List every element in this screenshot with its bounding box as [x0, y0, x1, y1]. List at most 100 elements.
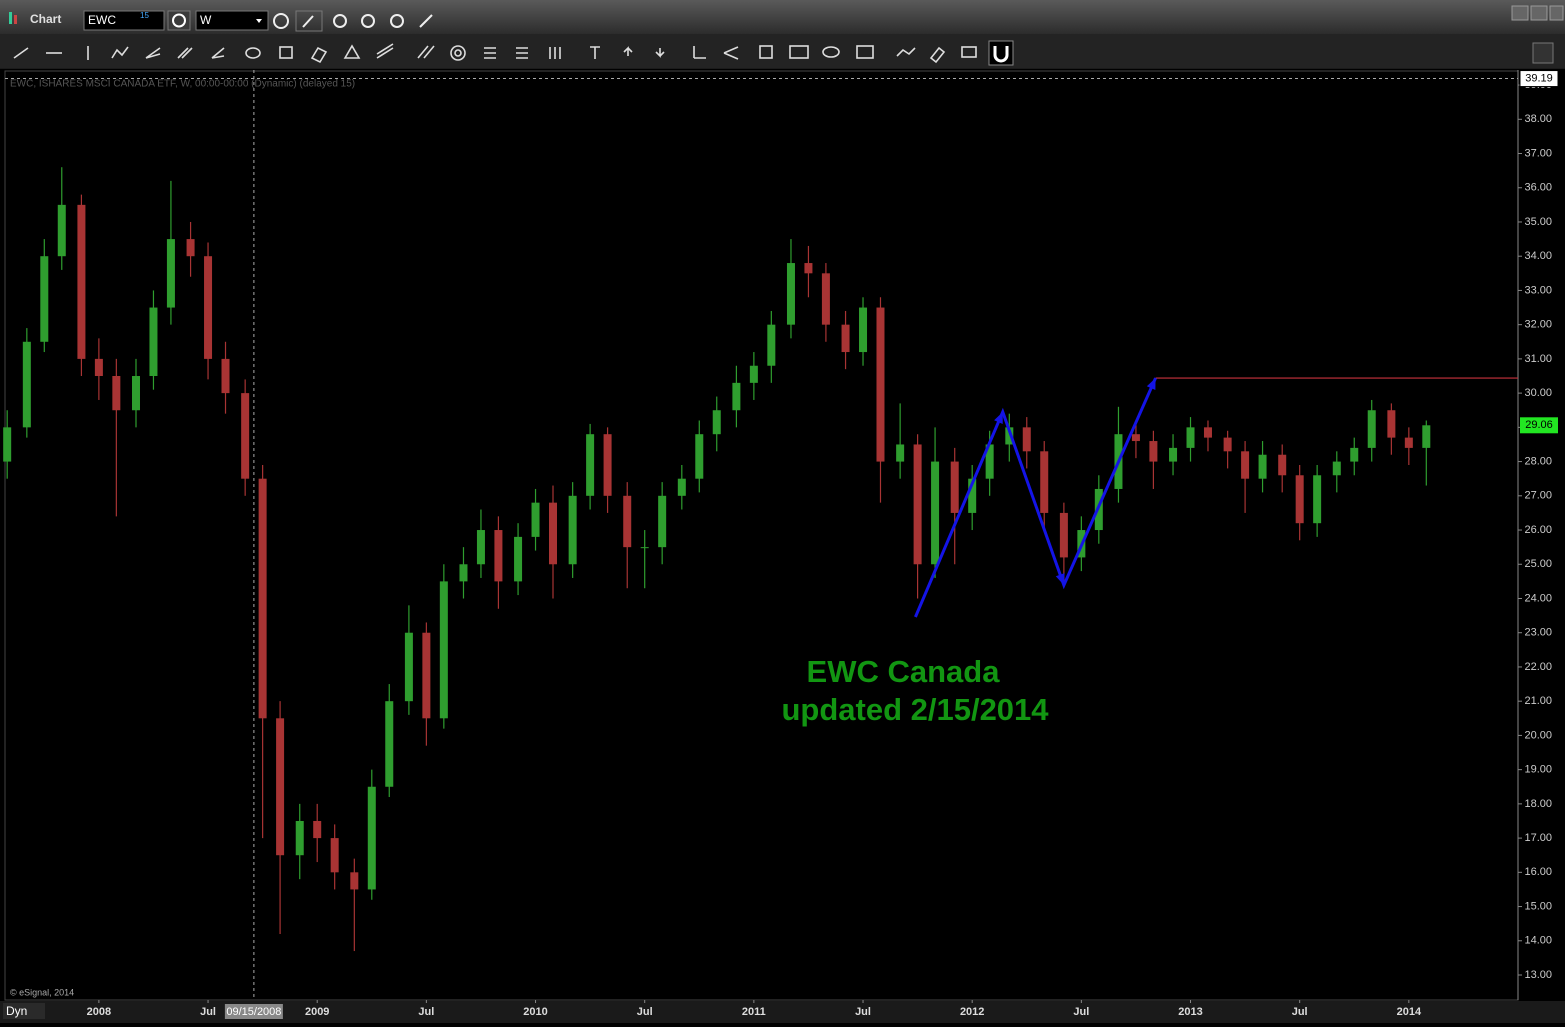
- candle-body: [422, 632, 431, 719]
- candle-body: [767, 324, 776, 366]
- candle-body: [749, 365, 758, 383]
- copyright: © eSignal, 2014: [10, 987, 74, 997]
- mode-box[interactable]: [3, 1003, 45, 1019]
- arrow-head: [1146, 378, 1156, 391]
- candle-body: [1169, 447, 1178, 462]
- y-tick-label: 33.00: [1524, 284, 1552, 296]
- symbol: EWC: [88, 13, 116, 27]
- candle-body: [186, 239, 195, 257]
- y-tick-label: 16.00: [1524, 866, 1552, 878]
- symbol-input[interactable]: [83, 10, 165, 31]
- candle-body: [950, 461, 959, 513]
- y-tick-label: 30.00: [1524, 387, 1552, 399]
- y-tick-label: 23.00: [1524, 627, 1552, 639]
- title-tools: [273, 10, 433, 32]
- candle-body: [531, 502, 540, 537]
- candle-body: [913, 444, 922, 565]
- candle-body: [514, 536, 523, 582]
- crosshair-y-label: 39.19: [1525, 72, 1553, 84]
- candle-body: [439, 581, 448, 719]
- crosshair-x-label: 09/15/2008: [226, 1006, 281, 1018]
- y-tick-label: 36.00: [1524, 182, 1552, 194]
- interval: W: [200, 13, 212, 27]
- x-tick-label: Jul: [418, 1006, 434, 1018]
- candle-body: [3, 427, 12, 462]
- chart-subtitle: EWC, ISHARES MSCI CANADA ETF, W, 00:00-0…: [10, 79, 355, 90]
- candle-body: [276, 718, 285, 856]
- y-tick-label: 15.00: [1524, 900, 1552, 912]
- candle-body: [658, 495, 667, 548]
- candle-body: [1059, 512, 1068, 558]
- candle-body: [494, 530, 503, 582]
- candle-body: [786, 263, 795, 325]
- candle-body: [568, 495, 577, 565]
- candle-body: [131, 376, 140, 411]
- x-tick-label: 2008: [87, 1006, 111, 1018]
- candle-body: [57, 204, 66, 257]
- x-tick-label: 2011: [742, 1006, 766, 1018]
- x-tick-label: 2010: [523, 1006, 547, 1018]
- candle-body: [40, 256, 49, 342]
- y-tick-label: 18.00: [1524, 798, 1552, 810]
- candle-body: [149, 307, 158, 377]
- candle-body: [1313, 475, 1322, 524]
- chart-icon: [9, 12, 17, 24]
- candle-body: [1350, 447, 1359, 462]
- candle-body: [313, 820, 322, 839]
- candle-body: [841, 324, 850, 353]
- candle-body: [968, 478, 977, 513]
- candle-body: [385, 701, 394, 787]
- candle-body: [876, 307, 885, 462]
- annotation: updated 2/15/2014: [781, 692, 1049, 727]
- candle-body: [1367, 410, 1376, 448]
- crosshair-y-box: [1519, 70, 1559, 88]
- y-tick-label: 17.00: [1524, 832, 1552, 844]
- y-tick-label: 28.00: [1524, 455, 1552, 467]
- candle-body: [677, 478, 686, 496]
- candle-body: [1005, 427, 1014, 445]
- x-axis-band: [0, 1001, 1565, 1023]
- candle-body: [1149, 441, 1158, 462]
- candle-body: [476, 530, 485, 565]
- window-controls[interactable]: [1511, 5, 1564, 21]
- candle-body: [1332, 461, 1341, 476]
- candle-body: [548, 502, 557, 565]
- candle-body: [640, 547, 649, 549]
- candle-body: [241, 393, 250, 479]
- y-tick-label: 32.00: [1524, 319, 1552, 331]
- last-price-box: [1520, 417, 1558, 434]
- y-tick-label: 20.00: [1524, 729, 1552, 741]
- candle-body: [1295, 475, 1304, 524]
- candle-body: [1040, 451, 1049, 513]
- candle-body: [896, 444, 905, 462]
- candle-body: [350, 872, 359, 890]
- x-tick-label: Jul: [1292, 1006, 1308, 1018]
- panel-button[interactable]: [1532, 42, 1554, 64]
- candle-body: [295, 820, 304, 856]
- settings-icon: [172, 13, 186, 28]
- candle-body: [712, 410, 721, 435]
- candle-body: [22, 341, 31, 428]
- candle-body: [112, 376, 121, 411]
- x-tick-label: 2013: [1178, 1006, 1202, 1018]
- x-tick-label: Jul: [855, 1006, 871, 1018]
- trend-arrows: [914, 377, 1157, 618]
- candle-body: [1278, 454, 1287, 476]
- settings-button[interactable]: [167, 10, 191, 31]
- arrow-head: [1055, 573, 1065, 586]
- candle-body: [586, 434, 595, 496]
- drawing-tools[interactable]: [13, 43, 977, 64]
- y-tick-label: 13.00: [1524, 969, 1552, 981]
- x-tick-label: Jul: [637, 1006, 653, 1018]
- crosshair-x-box: [224, 1004, 283, 1019]
- interval-input[interactable]: [195, 10, 269, 31]
- candle-body: [1422, 425, 1431, 448]
- candle-body: [732, 382, 741, 411]
- last-price-label: 29.06: [1525, 419, 1553, 431]
- annotation: EWC Canada: [807, 654, 1001, 689]
- arrow-head: [994, 411, 1003, 424]
- plot-area: [4, 70, 1519, 1001]
- y-tick-label: 38.00: [1524, 113, 1552, 125]
- candle-body: [1203, 427, 1212, 438]
